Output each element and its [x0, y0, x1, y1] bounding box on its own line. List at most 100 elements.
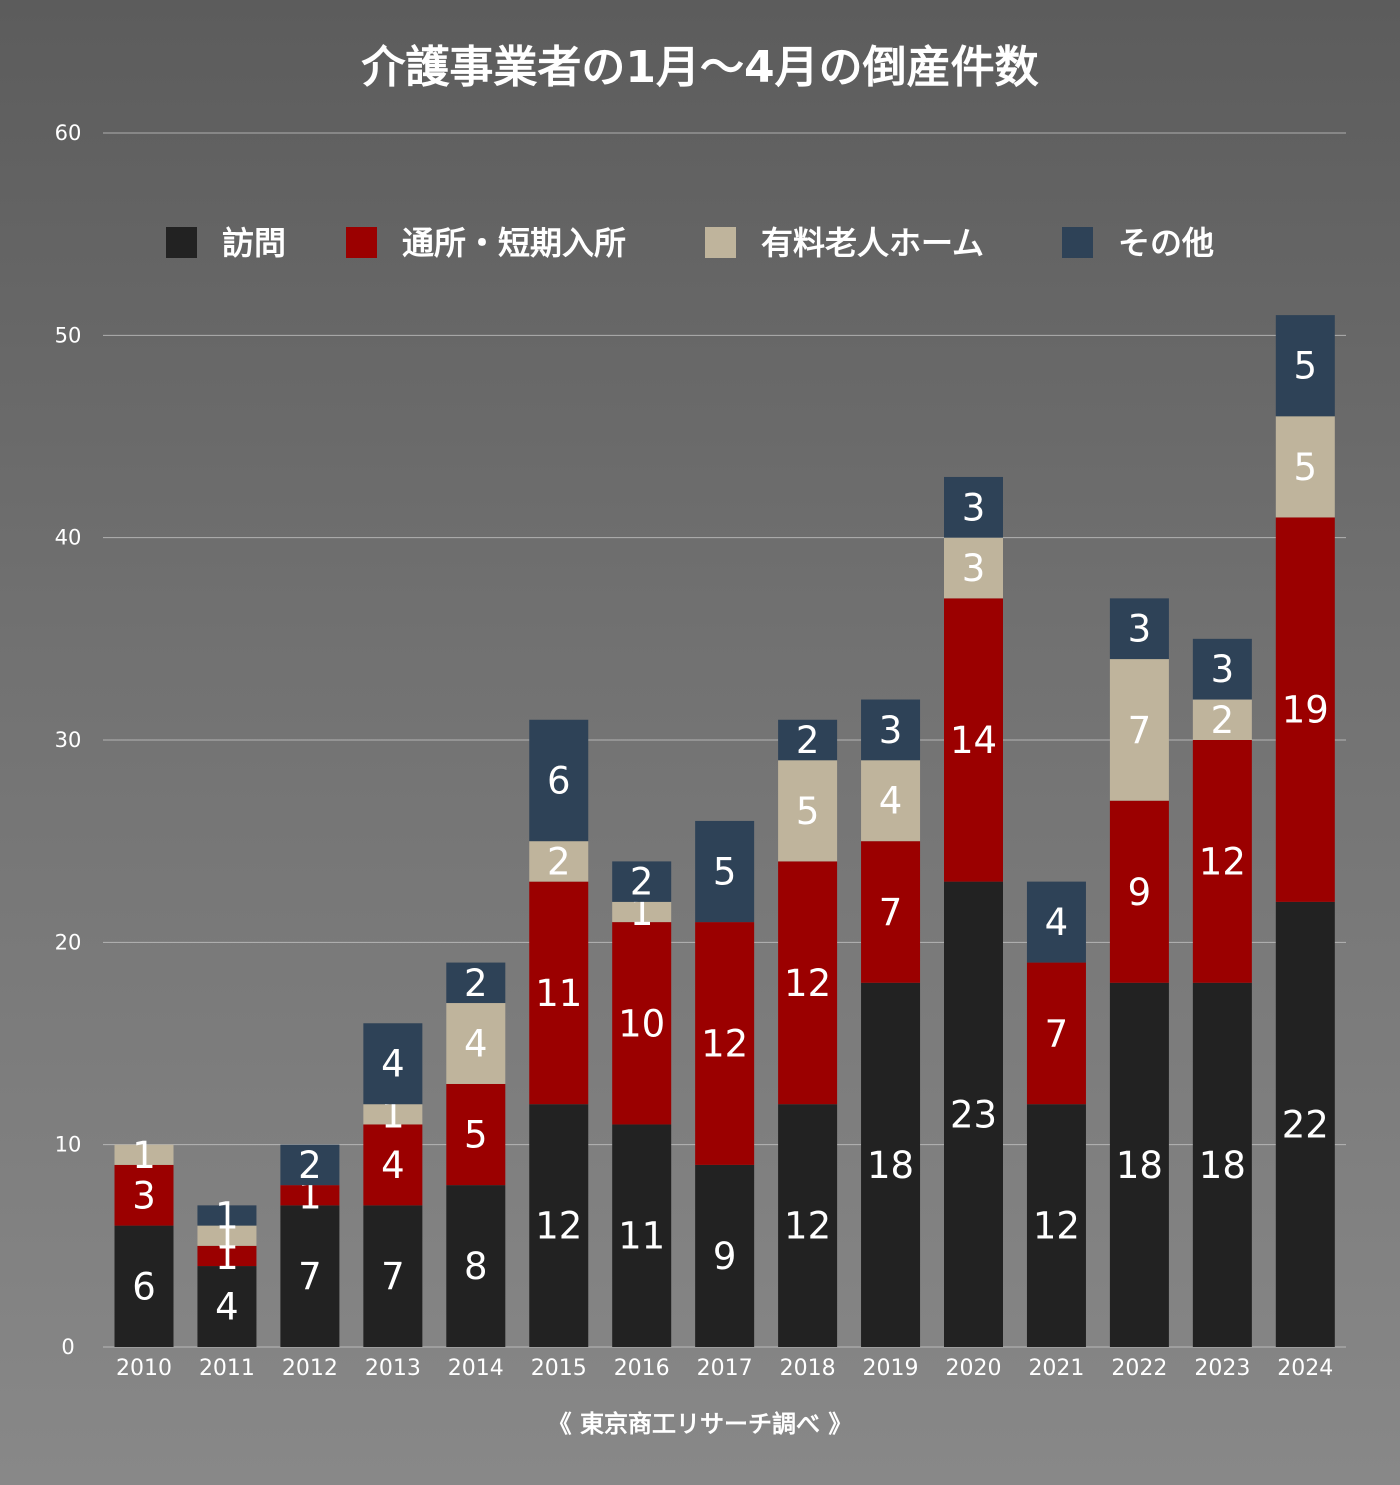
bar-segment	[363, 1023, 423, 1105]
data-label: 6	[132, 1265, 156, 1308]
legend-label: 訪問	[222, 224, 286, 262]
data-label: 6	[547, 759, 571, 802]
x-tick-label: 2024	[1277, 1356, 1333, 1381]
x-tick-label: 2021	[1028, 1356, 1084, 1381]
bar-segment	[363, 1124, 423, 1206]
data-label: 5	[1294, 446, 1318, 489]
bar-segment	[114, 1225, 174, 1347]
data-label: 3	[962, 486, 986, 529]
data-label: 9	[1128, 871, 1152, 914]
y-tick-label: 40	[55, 526, 82, 550]
bar-segment	[1109, 659, 1169, 801]
data-label: 7	[879, 891, 903, 934]
bar-segment	[446, 1185, 506, 1347]
data-label: 18	[867, 1144, 914, 1187]
bar-segment	[1192, 699, 1252, 740]
bar-segment	[1109, 800, 1169, 983]
data-label: 11	[618, 1215, 665, 1258]
y-tick-label: 50	[55, 323, 82, 347]
x-tick-label: 2023	[1194, 1356, 1250, 1381]
data-label: 7	[381, 1255, 405, 1298]
bar-segment	[1026, 881, 1086, 963]
data-label: 4	[381, 1043, 405, 1086]
bar-segment	[944, 598, 1003, 882]
y-tick-label: 20	[55, 930, 82, 954]
bar-segment	[695, 1164, 755, 1347]
data-label: 1	[215, 1194, 239, 1237]
bar-segment	[944, 537, 1003, 599]
data-label: 22	[1282, 1103, 1329, 1146]
data-label: 14	[950, 719, 997, 762]
bar-segment	[1192, 982, 1252, 1347]
bar-segment	[695, 820, 755, 923]
bar-segment	[280, 1205, 340, 1347]
data-label: 10	[618, 1002, 665, 1045]
data-label: 4	[464, 1023, 488, 1066]
legend-swatch	[1062, 227, 1093, 258]
bar-segment	[529, 1104, 589, 1347]
data-label: 7	[298, 1255, 322, 1298]
source-note: 《 東京商工リサーチ調べ 》	[548, 1410, 853, 1438]
legend-swatch	[166, 227, 197, 258]
data-label: 2	[1211, 699, 1235, 742]
data-label: 12	[1199, 840, 1246, 883]
bar-segment	[695, 922, 755, 1165]
data-label: 12	[1033, 1205, 1080, 1248]
legend: 訪問 通所・短期入所 有料老人ホーム その他	[166, 224, 1214, 262]
bar-segment	[1109, 598, 1169, 660]
data-label: 7	[1045, 1012, 1069, 1055]
bar-segment	[861, 841, 921, 983]
bar-segment	[529, 841, 589, 882]
bar-segment	[363, 1104, 423, 1125]
chart-title: 介護事業者の1月〜4月の倒産件数	[361, 42, 1038, 93]
y-tick-label: 10	[55, 1133, 82, 1157]
x-tick-label: 2015	[531, 1356, 587, 1381]
bar-segment	[861, 982, 921, 1347]
x-tick-label: 2010	[116, 1356, 172, 1381]
bar-segment	[778, 719, 838, 761]
bar-segment	[1026, 1104, 1086, 1347]
data-label: 2	[464, 962, 488, 1005]
bar-segment	[529, 881, 589, 1105]
bar-segment	[1192, 740, 1252, 983]
data-label: 1	[132, 1134, 156, 1177]
bar-segment	[114, 1164, 174, 1226]
data-label: 4	[1045, 901, 1069, 944]
data-label: 7	[1128, 709, 1152, 752]
data-label: 12	[784, 962, 831, 1005]
bar-segment	[944, 881, 1003, 1347]
bar-segment	[197, 1266, 257, 1347]
bar-segment	[861, 699, 921, 761]
x-tick-label: 2012	[282, 1356, 338, 1381]
bar-segment	[197, 1205, 257, 1226]
data-label: 2	[796, 719, 820, 762]
bar-segment	[778, 861, 838, 1105]
data-label: 2	[630, 861, 654, 904]
data-label: 3	[962, 547, 986, 590]
data-label: 8	[464, 1245, 488, 1288]
data-label: 5	[464, 1114, 488, 1157]
y-axis-ticks: 0 10 20 30 40 50 60	[55, 121, 82, 1359]
bar-segment	[778, 760, 838, 862]
legend-swatch	[705, 227, 736, 258]
legend-label: その他	[1118, 224, 1214, 262]
y-tick-label: 30	[55, 728, 82, 752]
x-tick-label: 2013	[365, 1356, 421, 1381]
bar-segment	[1275, 315, 1335, 417]
data-label: 2	[547, 840, 571, 883]
data-label: 12	[535, 1205, 582, 1248]
legend-label: 通所・短期入所	[402, 224, 626, 262]
bar-segment	[778, 1104, 838, 1347]
data-label: 3	[1128, 608, 1152, 651]
data-label: 12	[701, 1023, 748, 1066]
data-label: 3	[1211, 648, 1235, 691]
bar-segment	[1275, 901, 1335, 1347]
data-label: 4	[879, 780, 903, 823]
data-label: 12	[784, 1205, 831, 1248]
bar-segment	[280, 1144, 340, 1186]
bar-segment	[612, 1124, 672, 1347]
data-label: 18	[1199, 1144, 1246, 1187]
bar-segment	[446, 1003, 506, 1084]
x-tick-label: 2018	[780, 1356, 836, 1381]
